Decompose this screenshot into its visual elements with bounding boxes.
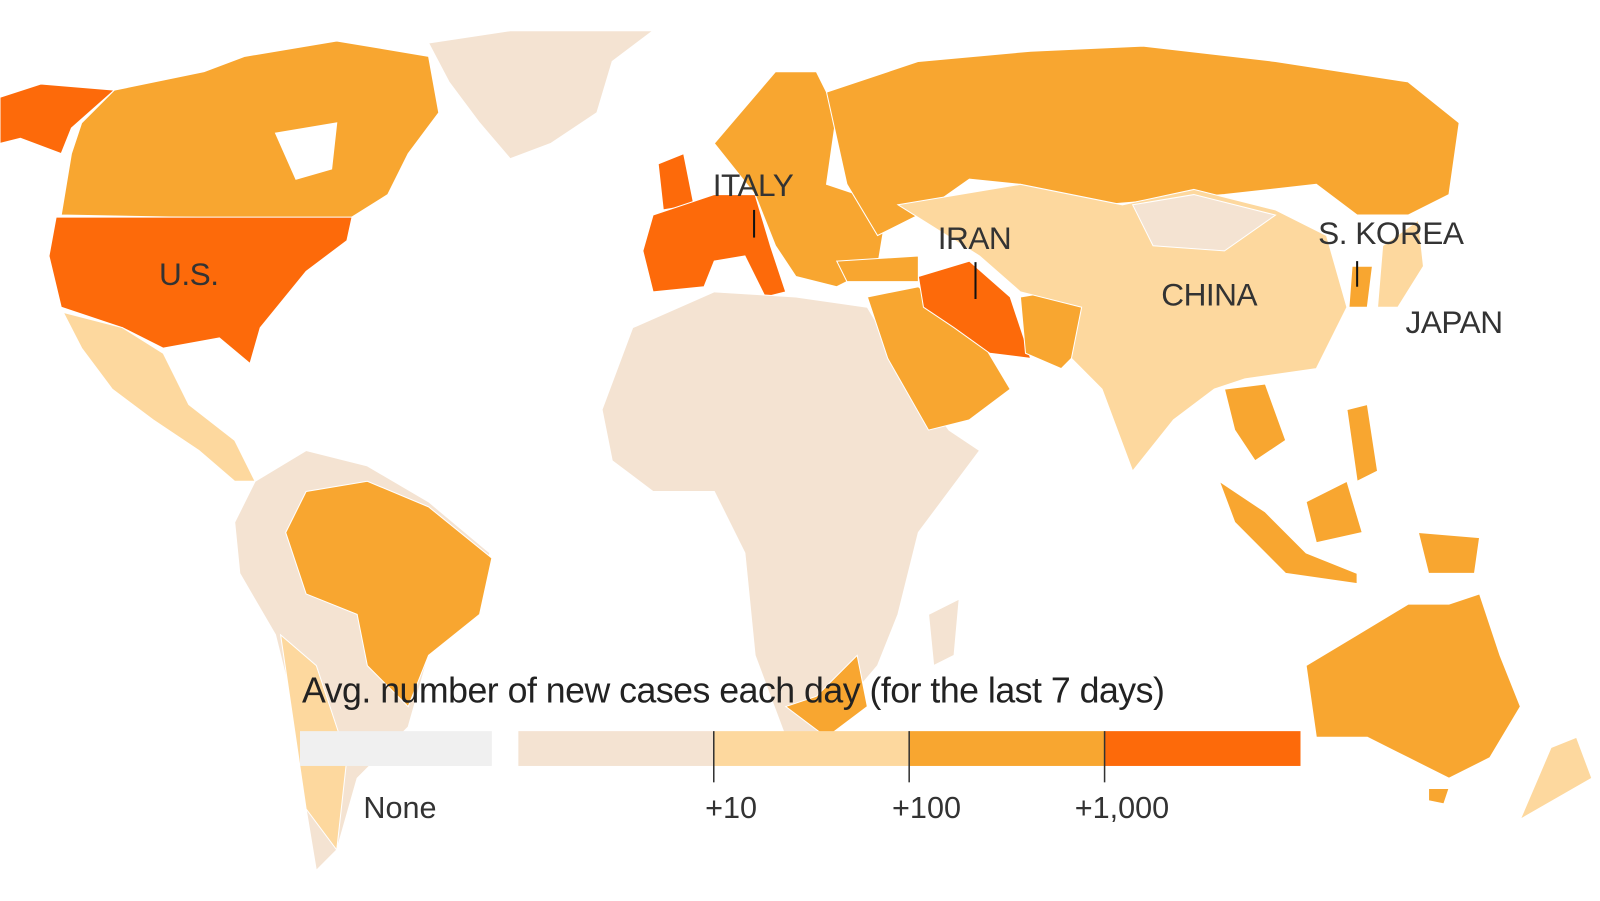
country-label: S. KOREA — [1318, 215, 1465, 251]
northern-europe — [713, 71, 889, 288]
uk — [657, 152, 695, 211]
new-zealand — [1519, 736, 1593, 821]
legend-bin — [518, 731, 715, 766]
legend-tick-label: +100 — [892, 791, 961, 825]
country-label: CHINA — [1161, 276, 1258, 312]
greenland — [427, 30, 655, 160]
legend: Avg. number of new cases each day (for t… — [299, 671, 1301, 825]
us — [48, 216, 353, 365]
japan — [1376, 219, 1424, 308]
hudson-bay — [274, 122, 338, 180]
country-label: U.S. — [159, 256, 218, 292]
korea — [1348, 265, 1374, 308]
legend-bin — [713, 731, 910, 766]
country-label: IRAN — [938, 220, 1011, 256]
land — [0, 30, 1593, 872]
indonesia — [1218, 479, 1358, 585]
legend-bin — [1104, 731, 1301, 766]
thailand — [1223, 383, 1287, 462]
legend-tick-label: +1,000 — [1075, 791, 1169, 825]
new-guinea — [1417, 531, 1481, 574]
legend-none-swatch — [299, 731, 492, 766]
legend-tick-label: +10 — [705, 791, 757, 825]
legend-title: Avg. number of new cases each day (for t… — [302, 671, 1164, 711]
asia — [896, 183, 1348, 473]
canada — [60, 40, 440, 221]
brazil — [285, 480, 493, 708]
madagascar — [928, 598, 960, 667]
australia — [1305, 593, 1521, 779]
turkey — [835, 255, 919, 283]
mexico — [62, 311, 256, 482]
mongolia — [1131, 194, 1277, 252]
africa — [601, 291, 981, 738]
country-labels: U.S. ITALY IRAN CHINA S. KOREA JAPAN — [159, 167, 1503, 340]
legend-bin — [909, 731, 1106, 766]
world-map: U.S. ITALY IRAN CHINA S. KOREA JAPAN Avg. num… — [0, 30, 1593, 872]
country-label: ITALY — [713, 167, 794, 203]
borneo — [1305, 480, 1363, 544]
alaska — [0, 83, 116, 155]
tasmania — [1428, 787, 1450, 805]
country-label: JAPAN — [1406, 304, 1503, 340]
legend-none-label: None — [363, 791, 436, 825]
philippines — [1346, 403, 1379, 483]
western-europe — [642, 194, 787, 298]
leader-lines — [753, 209, 1359, 300]
